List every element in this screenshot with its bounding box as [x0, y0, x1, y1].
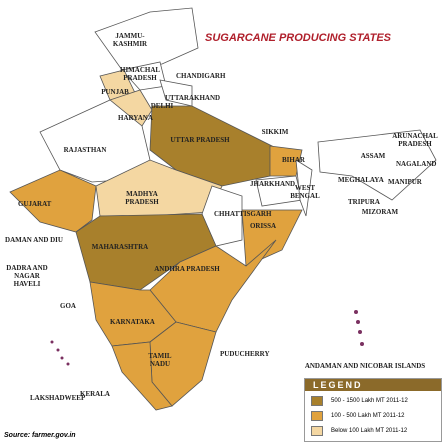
- state-shape: [317, 129, 437, 201]
- legend-swatch: [311, 426, 323, 436]
- state-label: ANDHRA PRADESH: [154, 265, 220, 273]
- legend-label: Below 100 Lakh MT 2011-12: [331, 428, 408, 434]
- map-title: SUGARCANE PRODUCING STATES: [205, 32, 391, 44]
- islands: [50, 310, 364, 366]
- state-label: PUDUCHERRY: [220, 350, 270, 358]
- state-label: ARUNACHAL PRADESH: [392, 132, 438, 148]
- state-label: ORISSA: [249, 222, 277, 230]
- states: [9, 7, 437, 411]
- state-label: CHHATTISGARH: [214, 210, 272, 218]
- state-label: ASSAM: [360, 152, 386, 160]
- state-label: GOA: [60, 302, 76, 310]
- state-label: TRIPURA: [348, 198, 380, 206]
- state-label: NAGALAND: [396, 160, 437, 168]
- legend-items: 500 - 1500 Lakh MT 2011-12 100 - 500 Lakh…: [305, 396, 441, 436]
- state-label: TAMIL NADU: [148, 352, 172, 368]
- state-label: KARNATAKA: [110, 318, 155, 326]
- state-label: JHARKHAND: [250, 180, 296, 188]
- state-label: LAKSHADWEEP: [30, 394, 86, 402]
- state-label: MIZORAM: [361, 208, 399, 216]
- legend-item: Below 100 Lakh MT 2011-12: [311, 426, 435, 436]
- state-label: HARYANA: [118, 114, 153, 122]
- state-label: UTTAR PRADESH: [170, 136, 230, 144]
- legend-label: 100 - 500 Lakh MT 2011-12: [331, 413, 405, 419]
- legend-label: 500 - 1500 Lakh MT 2011-12: [331, 398, 408, 404]
- state-label: DAMAN AND DIU: [5, 236, 63, 244]
- legend: LEGEND 500 - 1500 Lakh MT 2011-12 100 - 5…: [304, 378, 442, 442]
- state-label: MADHYA PRADESH: [125, 190, 159, 206]
- state-label: RAJASTHAN: [63, 146, 107, 154]
- state-label: ANDAMAN AND NICOBAR ISLANDS: [304, 362, 426, 370]
- state-label: WEST BENGAL: [290, 184, 320, 200]
- state-shape: [111, 341, 173, 411]
- state-label: PUNJAB: [101, 88, 129, 96]
- state-label: CHANDIGARH: [176, 72, 226, 80]
- source: Source: farmer.gov.in: [4, 432, 76, 439]
- legend-item: 100 - 500 Lakh MT 2011-12: [311, 411, 435, 421]
- state-label: JAMMU-KASHMIR: [112, 32, 148, 48]
- state-label: SIKKIM: [261, 128, 289, 136]
- state-label: BIHAR: [282, 156, 305, 164]
- state-label: UTTARAKHAND: [165, 94, 221, 102]
- legend-swatch: [311, 411, 323, 421]
- state-shape: [201, 185, 243, 247]
- state-label: DADRA AND NAGAR HAVELI: [6, 264, 48, 288]
- legend-item: 500 - 1500 Lakh MT 2011-12: [311, 396, 435, 406]
- state-shape: [149, 105, 281, 187]
- state-label: MANIPUR: [388, 178, 422, 186]
- state-label: GUJARAT: [18, 200, 52, 208]
- state-label: MAHARASHTRA: [91, 243, 149, 251]
- legend-swatch: [311, 396, 323, 406]
- state-shape: [241, 209, 303, 267]
- state-label: KERALA: [80, 390, 110, 398]
- state-label: DELHI: [150, 102, 174, 110]
- state-label: HIMACHAL PRADESH: [120, 66, 161, 82]
- state-shape: [295, 159, 313, 217]
- state-label: MEGHALAYA: [338, 176, 384, 184]
- state-shape: [9, 169, 97, 233]
- legend-title: LEGEND: [305, 379, 441, 391]
